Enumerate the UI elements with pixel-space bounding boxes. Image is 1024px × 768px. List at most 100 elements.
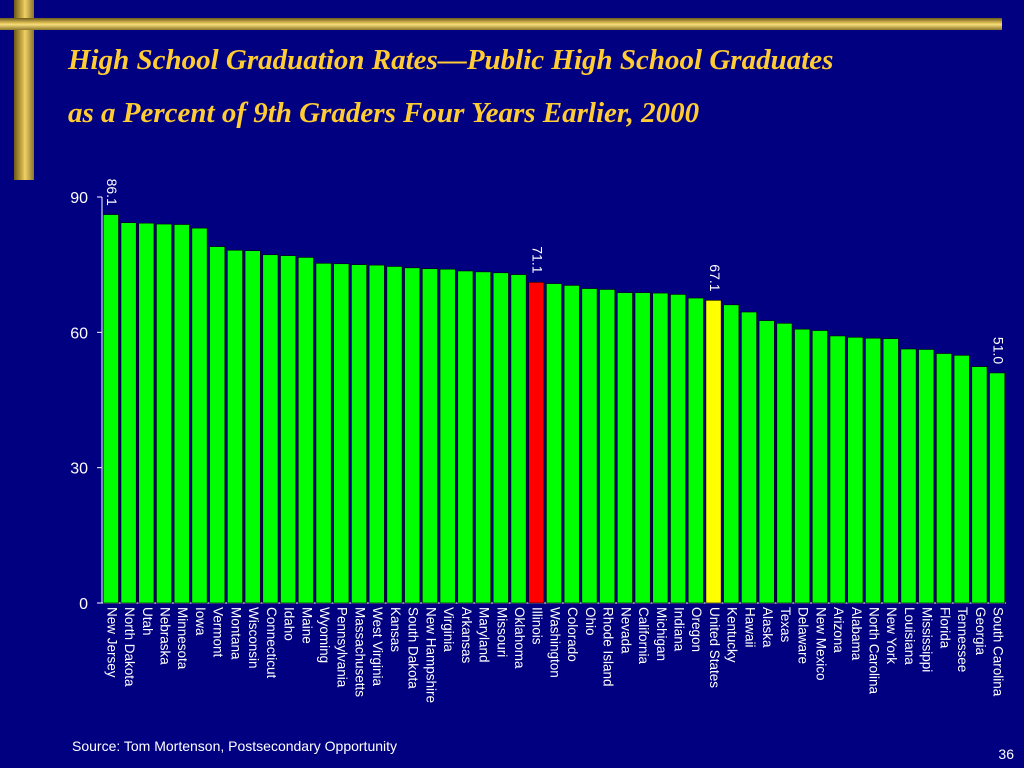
bar-california [634,292,651,604]
x-tick-label: Mississippi [920,607,935,672]
x-tick-label: New York [884,607,899,664]
bar-hawaii [741,311,757,604]
bar-oklahoma [510,274,527,604]
bar-kansas [386,266,403,604]
x-tick-label: Idaho [282,607,297,641]
bar-north-carolina [865,337,881,604]
bar-new-jersey [102,214,119,604]
x-tick-label: Rhode Island [601,607,616,687]
x-tick-label: South Carolina [991,607,1006,697]
x-tick-label: Georgia [973,607,988,656]
page-number: 36 [998,746,1014,762]
bar-alaska [758,320,775,604]
x-tick-label: South Dakota [406,607,421,689]
x-tick-label: New Jersey [104,607,119,678]
x-tick-label: Montana [228,607,243,660]
x-tick-label: Kansas [388,607,403,652]
x-tick-label: Alabama [849,607,864,661]
bar-kentucky [723,304,740,604]
x-tick-label: Maryland [477,607,492,663]
x-tick-label: Indiana [672,607,687,652]
bar-south-dakota [404,267,421,604]
x-tick-label: California [636,607,651,665]
bar-south-carolina [989,372,1006,604]
bar-illinois [528,281,545,604]
x-tick-label: Tennessee [955,607,970,672]
x-tick-label: Virginia [441,607,456,652]
title-line-1: High School Graduation Rates—Public High… [68,44,834,76]
bar-montana [227,249,243,604]
x-tick-label: Missouri [494,607,509,657]
x-tick-label: Pennsylvania [335,607,350,688]
x-tick-label: Arizona [831,607,846,653]
y-tick-label: 0 [79,596,88,613]
bar-arizona [829,335,846,604]
bar-rhode-island [599,289,616,604]
x-tick-label: Washington [547,607,562,678]
data-label: 67.1 [707,264,723,291]
x-tick-label: Iowa [193,607,208,636]
bar-connecticut [262,254,279,604]
bar-vermont [209,246,226,604]
x-tick-label: Hawaii [742,607,757,648]
bar-michigan [652,292,669,604]
source-note: Source: Tom Mortenson, Postsecondary Opp… [72,738,398,754]
bar-delaware [794,328,811,604]
bar-wyoming [315,263,332,604]
x-tick-label: Delaware [796,607,811,664]
title-line-2: as a Percent of 9th Graders Four Years E… [68,97,700,129]
x-tick-label: Vermont [211,607,226,658]
x-tick-label: Massachusetts [352,607,367,697]
bar-new-york [882,338,899,604]
x-tick-label: New Hampshire [423,607,438,703]
bar-massachusetts [351,264,367,604]
x-tick-label: Connecticut [264,607,279,679]
bar-florida [936,353,952,604]
x-tick-label: West Virginia [370,607,385,687]
bar-alabama [847,336,864,604]
x-tick-label: Nevada [618,607,633,654]
x-tick-label: Nebraska [157,607,172,665]
bar-minnesota [173,224,190,604]
x-tick-label: New Mexico [813,607,828,681]
bar-louisiana [900,348,917,604]
bar-missouri [492,272,509,604]
bar-texas [776,323,793,604]
x-tick-label: United States [707,607,722,688]
bar-arkansas [457,270,474,604]
bar-oregon [687,297,704,604]
x-tick-label: Ohio [583,607,598,636]
x-tick-label: Oregon [689,607,704,652]
data-label: 51.0 [990,337,1006,364]
bar-united-states [705,300,722,604]
bar-indiana [670,294,687,604]
bar-maine [297,257,314,604]
y-tick-label: 30 [70,461,88,478]
x-tick-label: Wyoming [317,607,332,663]
x-tick-label: Michigan [654,607,669,661]
bar-washington [546,283,562,604]
x-tick-label: Colorado [565,607,580,662]
bar-wisconsin [244,250,261,604]
x-tick-label: Louisiana [902,607,917,665]
x-tick-label: Minnesota [175,607,190,670]
bar-iowa [191,227,208,604]
data-label: 86.1 [104,179,120,206]
bar-colorado [563,285,580,604]
left-decorative-bar [14,0,34,180]
x-tick-label: Kentucky [725,607,740,663]
bar-pennsylvania [333,263,350,604]
x-tick-label: Utah [140,607,155,636]
bar-maryland [475,271,492,604]
x-tick-label: North Dakota [122,607,137,687]
bar-utah [138,222,155,604]
x-tick-label: Florida [937,607,952,649]
data-label: 71.1 [530,246,546,273]
x-tick-label: Arkansas [459,607,474,664]
bar-north-dakota [120,222,137,604]
bar-tennessee [953,355,970,604]
x-tick-label: Illinois [530,607,545,645]
bar-georgia [971,366,988,604]
x-tick-label: Wisconsin [246,607,261,669]
